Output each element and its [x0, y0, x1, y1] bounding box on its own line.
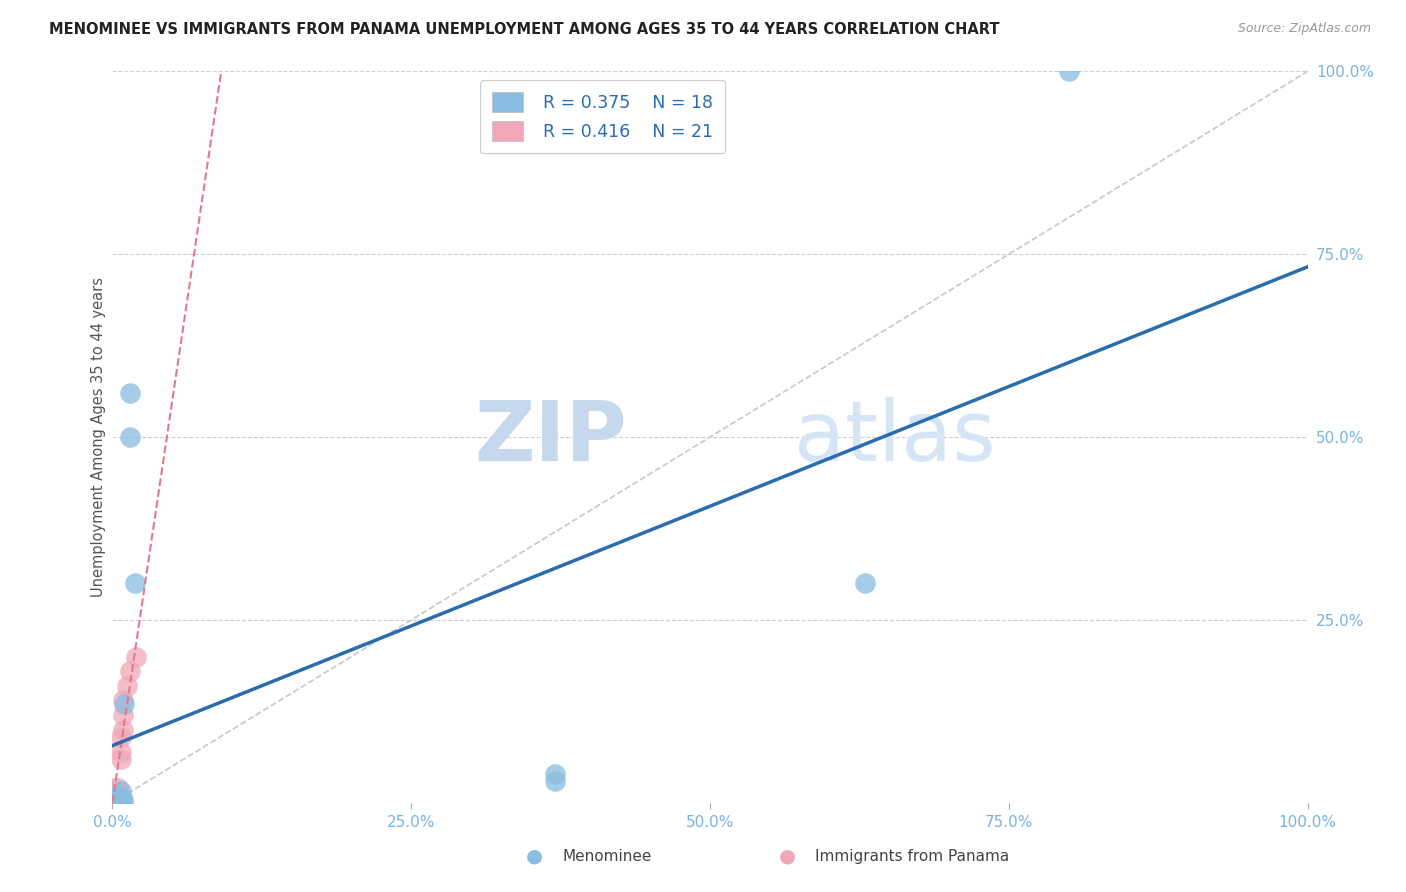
Point	[107, 789, 129, 804]
Point	[112, 723, 135, 737]
Text: Immigrants from Panama: Immigrants from Panama	[815, 849, 1010, 863]
Point	[112, 796, 135, 810]
Point	[101, 789, 124, 803]
Point	[1057, 64, 1080, 78]
Point	[101, 796, 124, 810]
Point	[543, 773, 565, 788]
Point	[112, 693, 135, 707]
Point	[110, 752, 132, 766]
Point	[107, 781, 129, 796]
Point	[110, 784, 132, 798]
Point	[112, 708, 135, 723]
Text: Menominee: Menominee	[562, 849, 652, 863]
Point	[112, 792, 135, 806]
Point	[114, 697, 135, 711]
Point	[120, 664, 142, 678]
Point	[110, 796, 132, 810]
Point	[107, 792, 129, 806]
Text: atlas: atlas	[793, 397, 995, 477]
Point	[115, 679, 138, 693]
Point	[101, 796, 124, 810]
Legend:   R = 0.375    N = 18,   R = 0.416    N = 21: R = 0.375 N = 18, R = 0.416 N = 21	[479, 80, 725, 153]
Point	[107, 792, 129, 806]
Point	[107, 789, 129, 803]
Point	[107, 792, 129, 806]
Point	[110, 730, 132, 744]
Point	[101, 785, 124, 799]
Y-axis label: Unemployment Among Ages 35 to 44 years: Unemployment Among Ages 35 to 44 years	[91, 277, 105, 597]
Point	[101, 792, 124, 806]
Point	[855, 576, 877, 591]
Point	[125, 649, 148, 664]
Point	[101, 796, 124, 810]
Point	[101, 790, 124, 805]
Point	[124, 576, 146, 591]
Text: ●: ●	[526, 847, 543, 866]
Point	[107, 796, 129, 810]
Point	[120, 386, 142, 401]
Point	[110, 745, 132, 759]
Text: ●: ●	[779, 847, 796, 866]
Point	[120, 430, 142, 444]
Text: ZIP: ZIP	[474, 397, 627, 477]
Point	[543, 766, 565, 780]
Point	[101, 781, 124, 796]
Point	[101, 796, 124, 810]
Text: Source: ZipAtlas.com: Source: ZipAtlas.com	[1237, 22, 1371, 36]
Point	[107, 796, 129, 810]
Text: MENOMINEE VS IMMIGRANTS FROM PANAMA UNEMPLOYMENT AMONG AGES 35 TO 44 YEARS CORRE: MENOMINEE VS IMMIGRANTS FROM PANAMA UNEM…	[49, 22, 1000, 37]
Point	[110, 792, 132, 806]
